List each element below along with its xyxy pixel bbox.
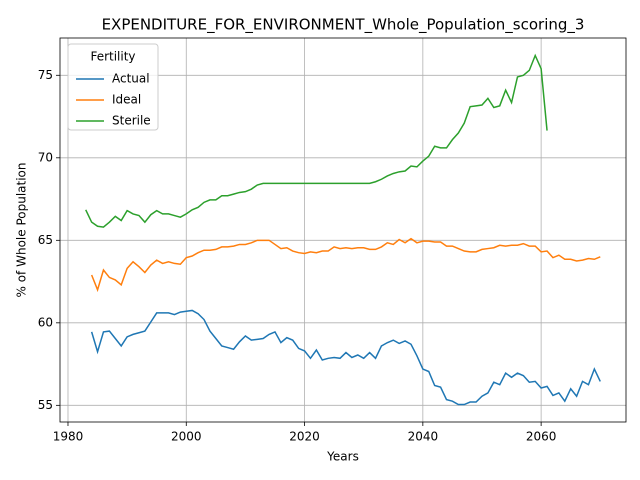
legend-label: Actual	[112, 72, 150, 86]
legend-box	[67, 43, 159, 131]
line-series	[90, 309, 601, 406]
x-tick-label: 1980	[53, 430, 84, 444]
chart-title: EXPENDITURE_FOR_ENVIRONMENT_Whole_Popula…	[102, 16, 585, 35]
line-series	[85, 53, 548, 228]
x-tick-label: 2000	[171, 430, 202, 444]
legend-title: Fertility	[90, 50, 135, 64]
x-axis-label: Years	[326, 450, 359, 464]
x-tick-label: 2040	[408, 430, 439, 444]
y-tick-label: 65	[38, 233, 53, 247]
legend-label: Ideal	[112, 93, 141, 107]
x-tick-label: 2020	[289, 430, 320, 444]
y-axis-label: % of Whole Population	[15, 163, 29, 298]
y-tick-label: 70	[38, 150, 53, 164]
x-tick-label: 2060	[526, 430, 557, 444]
y-tick-label: 75	[38, 68, 53, 82]
legend-label: Sterile	[112, 114, 151, 128]
line-series	[90, 237, 601, 293]
y-tick-label: 60	[38, 315, 53, 329]
plot-frame	[59, 37, 627, 423]
y-tick-label: 55	[38, 398, 53, 412]
